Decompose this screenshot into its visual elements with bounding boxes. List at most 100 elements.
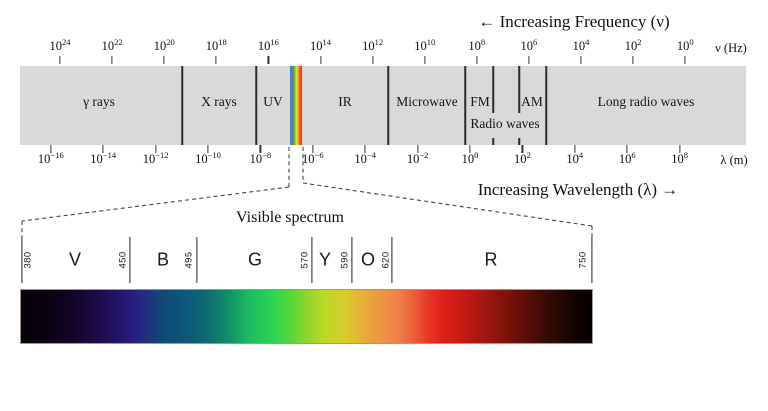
exponent: −14 (102, 149, 117, 160)
frequency-tick-label: 1016 (257, 36, 279, 53)
exponent: −8 (262, 149, 272, 160)
frequency-tick-label: 102 (624, 36, 642, 53)
wavelength-tick-label: 102 (514, 149, 531, 166)
band-region-label: UV (263, 94, 283, 109)
frequency-tick-label: 104 (572, 36, 590, 53)
band-region-label: γ rays (83, 94, 115, 109)
wavelength-tick (469, 145, 471, 153)
exponent: −2 (419, 149, 429, 160)
wavelength-unit-label: λ (m) (720, 153, 748, 167)
band-region-label: Long radio waves (597, 94, 695, 109)
band-divider (181, 66, 183, 145)
visible-boundary-bar (391, 237, 393, 283)
wavelength-tick (521, 145, 523, 153)
wavelength-tick (364, 145, 366, 153)
exponent: 0 (474, 149, 479, 160)
frequency-tick-label: 1014 (310, 36, 332, 53)
band-divider (545, 66, 547, 145)
wavelength-tick-label: 104 (566, 149, 584, 166)
exponent: 6 (631, 149, 636, 160)
band-subdivider-top (518, 66, 520, 113)
exponent: 8 (480, 36, 486, 47)
wavelength-tick (312, 145, 314, 153)
visible-wavelength-mark: 495 (183, 251, 195, 269)
frequency-tick (476, 56, 478, 64)
wavelength-tick-label: 10−14 (90, 149, 117, 166)
band-region-label: X rays (201, 94, 237, 109)
wavelength-tick-label: 100 (461, 149, 479, 166)
wavelength-tick-label: 10−8 (249, 149, 272, 166)
increasing-wavelength-label: Increasing Wavelength (λ) → (477, 180, 679, 199)
visible-color-letter: Y (318, 249, 332, 270)
frequency-tick-label: 106 (520, 36, 538, 53)
frequency-unit-label: ν (Hz) (715, 41, 747, 55)
visible-wavelength-mark: 450 (117, 251, 129, 269)
exponent: 2 (637, 36, 642, 47)
band-radio-waves-label: Radio waves (470, 116, 540, 131)
wavelength-tick-label: 10−12 (142, 149, 169, 166)
frequency-tick (372, 56, 374, 64)
visible-boundary-bar (311, 237, 313, 283)
exponent: 10 (426, 36, 436, 47)
visible-wavelength-mark: 620 (380, 251, 392, 269)
band-region-label: AM (521, 94, 543, 109)
exponent: 20 (166, 36, 175, 47)
band-region-label: IR (338, 94, 352, 109)
visible-spectrum-gradient-bar (20, 289, 593, 344)
visible-boundary-bar (196, 237, 198, 283)
visible-wavelength-mark: 570 (299, 251, 311, 269)
exponent: 24 (62, 36, 71, 47)
frequency-tick (111, 56, 113, 64)
exponent: 2 (526, 149, 531, 160)
exponent: −4 (366, 149, 376, 160)
band-subdivider-bottom-tick (492, 138, 494, 145)
exponent: 16 (270, 36, 279, 47)
visible-light-strip (290, 66, 302, 145)
frequency-tick (163, 56, 165, 64)
band-region-label: Microwave (396, 94, 458, 109)
frequency-tick (580, 56, 582, 64)
wavelength-tick (50, 145, 52, 153)
band-divider (387, 66, 389, 145)
wavelength-tick-label: 10−2 (406, 149, 429, 166)
frequency-tick (632, 56, 634, 64)
band-region-label: FM (470, 94, 490, 109)
wavelength-tick (626, 145, 628, 153)
frequency-tick (319, 56, 322, 64)
frequency-tick-label: 108 (468, 36, 486, 53)
frequency-tick (215, 56, 217, 64)
wavelength-tick-label: 10−16 (37, 149, 64, 166)
exponent: 8 (683, 149, 688, 160)
exponent: 14 (322, 36, 332, 47)
band-divider (255, 66, 257, 145)
visible-color-letter: G (247, 249, 263, 270)
visible-wavelength-mark: 590 (339, 251, 351, 269)
frequency-tick-label: 1012 (362, 36, 384, 53)
wavelength-tick-label: 108 (671, 149, 688, 166)
band-divider (464, 66, 466, 145)
visible-boundary-bar (129, 237, 131, 283)
frequency-tick (59, 56, 61, 64)
band-subdivider-top (492, 66, 494, 113)
exponent: −6 (314, 149, 324, 160)
wavelength-tick-label: 10−6 (302, 149, 324, 166)
wavelength-tick (259, 145, 261, 153)
band-subdivider-bottom-tick (518, 138, 520, 145)
frequency-tick-label: 1024 (49, 36, 71, 53)
wavelength-tick (417, 145, 419, 153)
exponent: −12 (155, 149, 169, 160)
wavelength-tick-label: 10−4 (354, 149, 376, 166)
frequency-tick-label: 1022 (101, 36, 123, 53)
exponent: −16 (50, 149, 64, 160)
visible-spectrum-title: Visible spectrum (236, 209, 344, 226)
visible-boundary-bar (351, 237, 353, 283)
frequency-tick (528, 56, 530, 64)
wavelength-tick (207, 145, 209, 153)
exponent: 0 (689, 36, 694, 47)
frequency-tick (684, 56, 686, 64)
frequency-tick (267, 56, 269, 64)
frequency-tick (424, 56, 426, 64)
exponent: 6 (533, 36, 538, 47)
